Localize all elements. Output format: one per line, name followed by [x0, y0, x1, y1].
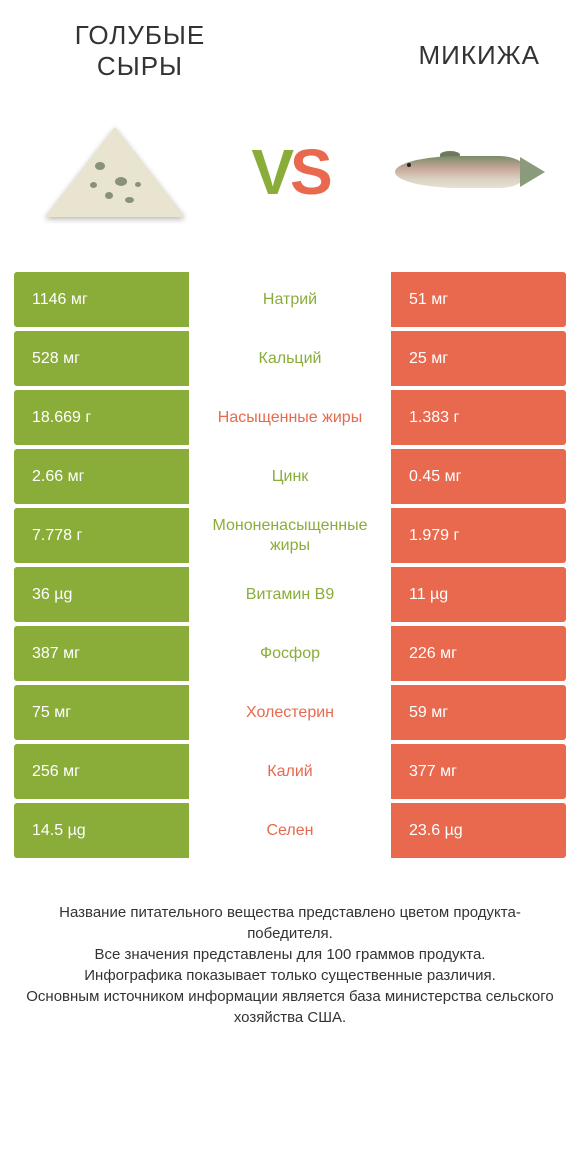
table-row: 14.5 µgСелен23.6 µg: [14, 803, 566, 858]
nutrient-label: Натрий: [189, 272, 391, 327]
table-row: 256 мгКалий377 мг: [14, 744, 566, 799]
right-value-cell: 0.45 мг: [391, 449, 566, 504]
left-value-cell: 256 мг: [14, 744, 189, 799]
comparison-table: 1146 мгНатрий51 мг528 мгКальций25 мг18.6…: [0, 272, 580, 858]
table-row: 387 мгФосфор226 мг: [14, 626, 566, 681]
cheese-image: [30, 112, 200, 232]
table-row: 36 µgВитамин B911 µg: [14, 567, 566, 622]
table-row: 18.669 гНасыщенные жиры1.383 г: [14, 390, 566, 445]
nutrient-label: Селен: [189, 803, 391, 858]
left-value-cell: 387 мг: [14, 626, 189, 681]
vs-v: V: [251, 136, 290, 208]
images-row: VS: [0, 92, 580, 272]
table-row: 2.66 мгЦинк0.45 мг: [14, 449, 566, 504]
nutrient-label: Витамин B9: [189, 567, 391, 622]
table-row: 1146 мгНатрий51 мг: [14, 272, 566, 327]
right-value-cell: 1.383 г: [391, 390, 566, 445]
table-row: 7.778 гМононенасыщенные жиры1.979 г: [14, 508, 566, 563]
left-product-title: ГОЛУБЫЕ СЫРЫ: [40, 20, 240, 82]
nutrient-label: Цинк: [189, 449, 391, 504]
nutrient-label: Калий: [189, 744, 391, 799]
nutrient-label: Мононенасыщенные жиры: [189, 508, 391, 563]
nutrient-label: Фосфор: [189, 626, 391, 681]
right-value-cell: 59 мг: [391, 685, 566, 740]
table-row: 528 мгКальций25 мг: [14, 331, 566, 386]
right-value-cell: 51 мг: [391, 272, 566, 327]
right-value-cell: 23.6 µg: [391, 803, 566, 858]
nutrient-label: Насыщенные жиры: [189, 390, 391, 445]
left-value-cell: 18.669 г: [14, 390, 189, 445]
table-row: 75 мгХолестерин59 мг: [14, 685, 566, 740]
left-value-cell: 36 µg: [14, 567, 189, 622]
footer-line: Основным источником информации является …: [20, 986, 560, 1028]
footer-line: Все значения представлены для 100 граммо…: [20, 944, 560, 965]
right-value-cell: 1.979 г: [391, 508, 566, 563]
right-value-cell: 377 мг: [391, 744, 566, 799]
right-value-cell: 25 мг: [391, 331, 566, 386]
left-value-cell: 14.5 µg: [14, 803, 189, 858]
header: ГОЛУБЫЕ СЫРЫ МИКИЖА: [0, 0, 580, 92]
fish-image: [380, 112, 550, 232]
left-value-cell: 2.66 мг: [14, 449, 189, 504]
right-value-cell: 226 мг: [391, 626, 566, 681]
nutrient-label: Кальций: [189, 331, 391, 386]
right-value-cell: 11 µg: [391, 567, 566, 622]
left-value-cell: 7.778 г: [14, 508, 189, 563]
nutrient-label: Холестерин: [189, 685, 391, 740]
footer-line: Название питательного вещества представл…: [20, 902, 560, 944]
vs-s: S: [290, 136, 329, 208]
vs-label: VS: [251, 135, 328, 209]
footer-line: Инфографика показывает только существенн…: [20, 965, 560, 986]
footer-notes: Название питательного вещества представл…: [0, 862, 580, 1048]
left-value-cell: 75 мг: [14, 685, 189, 740]
left-value-cell: 1146 мг: [14, 272, 189, 327]
left-value-cell: 528 мг: [14, 331, 189, 386]
right-product-title: МИКИЖА: [340, 20, 540, 71]
